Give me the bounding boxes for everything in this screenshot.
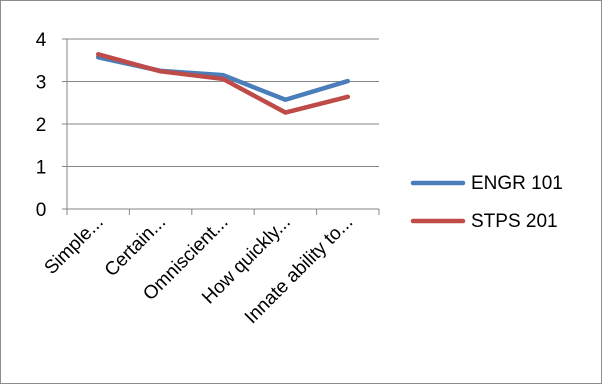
y-tick-label: 2 [36, 115, 47, 136]
axes [62, 39, 379, 215]
legend-label: STPS 201 [471, 211, 558, 232]
x-tick-label: Innate ability to... [241, 212, 357, 328]
legend-label: ENGR 101 [471, 173, 563, 194]
series-lines [98, 54, 348, 112]
y-tick-label: 3 [36, 73, 47, 94]
legend: ENGR 101 STPS 201 [413, 173, 563, 232]
y-tick-label: 0 [36, 200, 47, 221]
y-tick-label: 1 [36, 158, 47, 179]
series-line-2 [98, 54, 348, 112]
x-tick-label: Simple... [41, 212, 108, 279]
y-tick-label: 4 [36, 30, 47, 51]
